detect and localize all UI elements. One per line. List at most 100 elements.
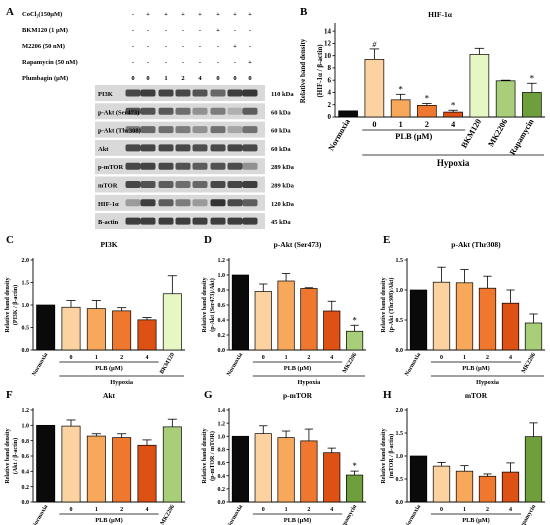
- blot-band: [158, 144, 174, 152]
- bar: [137, 444, 157, 503]
- blot-band: [158, 126, 174, 134]
- bar: [254, 433, 272, 503]
- chart-panel-b: B HIF-1α Relative band density (HIF-1α / β-…: [299, 6, 545, 168]
- blot-protein-label: p-Akt (Ser473): [98, 109, 139, 116]
- treatment-label: Rapamycin (50 nM): [22, 59, 78, 66]
- plb-group-label: PLB (μM): [95, 365, 123, 372]
- y-tick-label: 0.2: [218, 487, 226, 493]
- bar: [36, 304, 56, 351]
- plb-group-label: PLB (μM): [95, 517, 123, 524]
- treatment-mark: -: [147, 43, 149, 50]
- x-category-label: BKM120: [459, 118, 483, 150]
- treatment-table: CoCl₂(150μM) - + + + + + + + BKM120 (1 μM) - - - - - + -…: [22, 11, 252, 82]
- chart-panel-f: F Akt Relative band density (Akt / β-actin)…: [5, 389, 185, 525]
- bar: [524, 436, 543, 503]
- blot-band: [227, 107, 243, 115]
- y-axis-label: (Akt / β-actin): [12, 438, 19, 474]
- blot-band: [192, 217, 208, 225]
- y-tick-label: 0.0: [218, 348, 226, 354]
- x-category-label: MK2206: [486, 118, 509, 149]
- plb-group-label: PLB (μM): [284, 365, 312, 372]
- blot-band: [192, 126, 208, 134]
- y-tick-label: 1.2: [218, 258, 226, 264]
- blot-strips: PI3K 110 kDa p-Akt (Ser473) 60 kDa p-Akt (Th…: [95, 85, 295, 230]
- y-tick-label: 1.0: [22, 424, 30, 430]
- y-tick-label: 1.0: [218, 273, 226, 279]
- blot-band: [140, 107, 156, 115]
- blot-protein-label: HIF-1α: [98, 201, 119, 208]
- blot-band: [192, 89, 208, 97]
- y-axis-label: Relative band density: [381, 428, 387, 483]
- treatment-mark: +: [216, 27, 220, 34]
- y-axis-label: (PI3K / β-actin): [12, 285, 19, 325]
- x-category-label: 2: [486, 355, 489, 361]
- bar: [495, 80, 516, 118]
- plb-group-label: PLB (μM): [284, 517, 312, 524]
- blot-band: [242, 144, 258, 152]
- blot-band: [175, 126, 191, 134]
- y-tick-label: 0.4: [22, 470, 30, 476]
- blot-band: [210, 199, 226, 207]
- y-tick-label: 1.4: [218, 408, 226, 414]
- bar: [61, 306, 81, 351]
- treatment-mark: 0: [131, 75, 134, 82]
- treatment-mark: -: [249, 27, 251, 34]
- chart-title: p-Akt (Ser473): [274, 240, 322, 249]
- bar: [300, 440, 318, 503]
- blot-band: [140, 89, 156, 97]
- treatment-mark: +: [146, 11, 150, 18]
- treatment-label: BKM120 (1 μM): [22, 27, 68, 34]
- x-category-label: 0: [262, 507, 265, 513]
- bar: [277, 437, 295, 503]
- treatment-mark: -: [199, 59, 201, 66]
- blot-band: [192, 162, 208, 170]
- chart-title: Akt: [103, 391, 116, 400]
- treatment-mark: -: [199, 27, 201, 34]
- panel-letter: G: [204, 389, 213, 401]
- y-tick-label: 0.0: [22, 500, 30, 506]
- blot-band: [175, 89, 191, 97]
- x-category-label: BKM120: [159, 352, 176, 375]
- western-blot-panel: A CoCl₂(150μM) - + + + + + + + BKM120 (1 μM) - - - - -…: [6, 6, 295, 230]
- bar: [390, 99, 411, 118]
- bar: [137, 319, 157, 351]
- hypoxia-label: Hypoxia: [298, 379, 322, 386]
- bar: [346, 330, 364, 351]
- y-tick-label: 1.0: [396, 288, 404, 294]
- bar: [346, 474, 364, 503]
- y-tick-label: 2: [328, 101, 332, 109]
- blot-band: [227, 144, 243, 152]
- bar: [231, 435, 249, 503]
- y-axis-label: Relative band density: [381, 277, 387, 332]
- x-category-label: MK2206: [521, 352, 537, 374]
- y-tick-label: 14: [324, 27, 332, 35]
- bar: [254, 291, 272, 351]
- plb-group-label: PLB (μM): [395, 131, 432, 141]
- treatment-mark: 0: [216, 75, 219, 82]
- y-axis-label: Relative band density: [299, 38, 307, 103]
- bar: [409, 289, 428, 351]
- blot-band: [210, 217, 226, 225]
- hypoxia-label: Hypoxia: [437, 158, 470, 168]
- blot-size-label: 60 kDa: [271, 146, 291, 153]
- blot-band: [192, 199, 208, 207]
- x-category-label: 0: [70, 507, 73, 513]
- blot-protein-label: mTOR: [98, 183, 118, 190]
- chart-title: p-mTOR: [283, 391, 313, 400]
- y-tick-label: 2.0: [396, 408, 404, 414]
- treatment-mark: -: [165, 27, 167, 34]
- bar: [323, 452, 341, 503]
- y-tick-label: 8: [328, 64, 332, 72]
- bar: [112, 437, 132, 503]
- blot-band: [227, 89, 243, 97]
- panel-letter-a: A: [6, 6, 14, 18]
- blot-band: [227, 217, 243, 225]
- treatment-label: Plumbagin (μM): [22, 75, 68, 82]
- y-tick-label: 0.0: [396, 348, 404, 354]
- bar: [162, 293, 182, 351]
- blot-band: [125, 199, 141, 207]
- y-tick-label: 1.0: [22, 303, 30, 309]
- blot-protein-label: p-Akt (Thr308): [98, 128, 141, 135]
- y-tick-label: 0.5: [396, 477, 404, 483]
